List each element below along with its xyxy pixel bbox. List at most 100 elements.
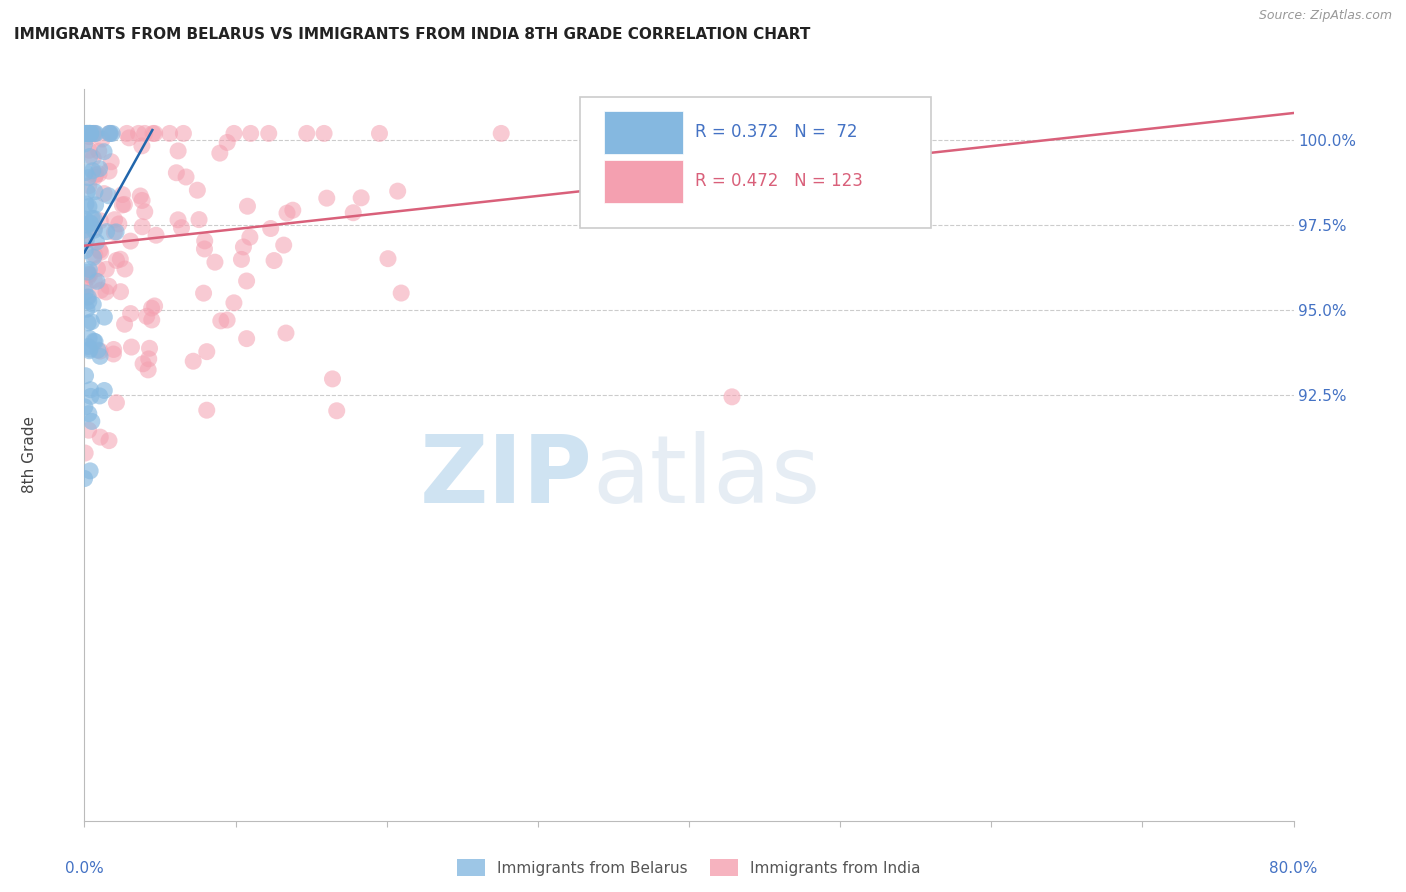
Point	[77, 331, 100, 345]
Text: R = 0.372   N =  72: R = 0.372 N = 72	[695, 122, 858, 141]
Point	[489, 127, 512, 141]
Point	[97, 279, 120, 293]
Point	[76, 265, 98, 279]
Point	[110, 252, 132, 267]
Point	[108, 217, 131, 231]
Point	[86, 235, 108, 249]
Point	[141, 313, 163, 327]
Point	[239, 127, 262, 141]
Point	[77, 129, 100, 144]
Point	[84, 334, 107, 349]
Point	[75, 233, 97, 247]
Point	[80, 315, 103, 329]
Point	[75, 368, 97, 383]
Point	[174, 169, 197, 184]
Point	[87, 343, 110, 357]
Point	[79, 216, 101, 230]
Point	[80, 127, 103, 141]
Point	[89, 430, 111, 444]
Point	[77, 170, 100, 185]
Point	[217, 313, 239, 327]
Point	[276, 206, 298, 220]
Point	[76, 127, 98, 141]
Point	[94, 285, 117, 299]
Point	[77, 267, 100, 281]
Point	[73, 285, 96, 300]
Point	[77, 200, 100, 214]
FancyBboxPatch shape	[581, 96, 931, 228]
Point	[82, 151, 104, 165]
Point	[204, 255, 226, 269]
Point	[145, 228, 167, 243]
Point	[129, 189, 152, 203]
Point	[195, 403, 218, 417]
Point	[93, 310, 115, 325]
Point	[131, 194, 153, 208]
Point	[73, 223, 96, 237]
Point	[90, 283, 112, 297]
Text: 80.0%: 80.0%	[1270, 862, 1317, 877]
Point	[84, 127, 107, 141]
Point	[87, 167, 110, 181]
Point	[76, 302, 98, 317]
Point	[75, 244, 97, 258]
Point	[350, 191, 373, 205]
Point	[75, 279, 97, 293]
Point	[141, 301, 163, 315]
Point	[231, 252, 253, 267]
FancyBboxPatch shape	[605, 161, 683, 202]
Point	[76, 127, 98, 141]
Point	[77, 178, 100, 193]
Point	[77, 127, 100, 141]
Point	[79, 127, 101, 141]
FancyBboxPatch shape	[605, 112, 683, 153]
Point	[79, 383, 101, 397]
Point	[83, 248, 105, 262]
Point	[167, 144, 190, 158]
Point	[274, 326, 297, 340]
Text: Source: ZipAtlas.com: Source: ZipAtlas.com	[1258, 9, 1392, 22]
Point	[131, 219, 153, 234]
Point	[342, 205, 364, 219]
Point	[112, 197, 135, 211]
Point	[193, 286, 215, 301]
Point	[143, 299, 166, 313]
Point	[368, 127, 391, 141]
Point	[138, 341, 160, 355]
Point	[235, 274, 257, 288]
Point	[91, 132, 114, 146]
Point	[110, 285, 132, 299]
Point	[82, 127, 104, 141]
Point	[98, 434, 121, 448]
Point	[90, 245, 112, 260]
Point	[98, 127, 121, 141]
Point	[83, 223, 105, 237]
Point	[132, 357, 155, 371]
Point	[82, 297, 104, 311]
Point	[76, 218, 98, 232]
Point	[77, 127, 100, 141]
Point	[181, 354, 204, 368]
Point	[89, 213, 111, 227]
Point	[77, 270, 100, 285]
Point	[105, 395, 128, 409]
Point	[98, 127, 121, 141]
Point	[103, 343, 125, 357]
Point	[83, 127, 105, 141]
Point	[389, 286, 412, 301]
Point	[101, 127, 124, 141]
Point	[75, 197, 97, 211]
Point	[89, 244, 111, 258]
Point	[75, 127, 97, 141]
Point	[103, 347, 125, 361]
Point	[83, 221, 105, 235]
Point	[263, 253, 285, 268]
Point	[172, 127, 194, 141]
Point	[79, 150, 101, 164]
Point	[118, 131, 141, 145]
Point	[83, 334, 105, 348]
Point	[235, 332, 257, 346]
Point	[103, 226, 125, 240]
Point	[97, 188, 120, 202]
Point	[134, 204, 156, 219]
